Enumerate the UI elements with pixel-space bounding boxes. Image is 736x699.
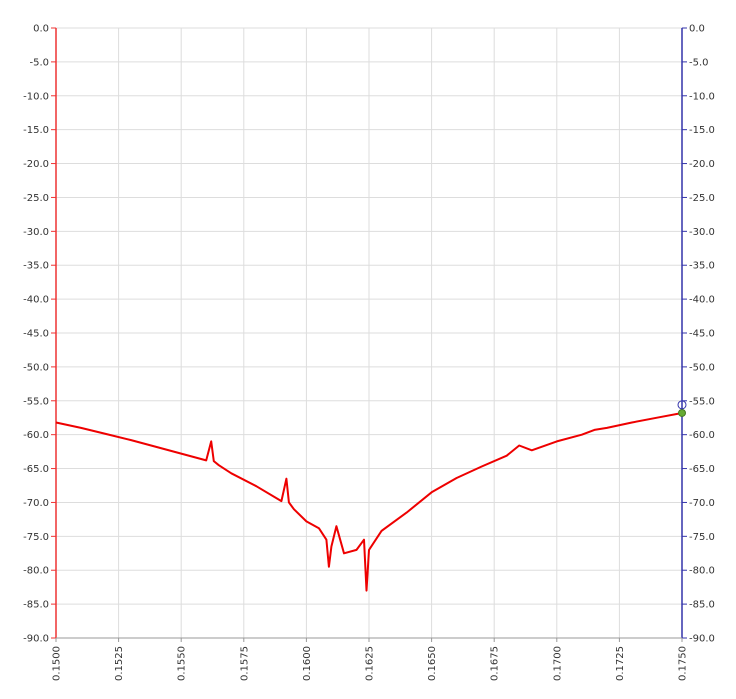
left-y-tick-label: -20.0 — [23, 159, 49, 170]
right-y-tick-label: -45.0 — [689, 329, 715, 340]
right-y-tick-label: -55.0 — [689, 396, 715, 407]
right-y-tick-label: 0.0 — [689, 24, 705, 35]
x-tick-label: 0.1700 — [552, 646, 563, 681]
left-y-tick-label: -15.0 — [23, 125, 49, 136]
x-tick-label: 0.1675 — [490, 646, 501, 681]
x-tick-label: 0.1625 — [365, 646, 376, 681]
right-y-tick-label: -30.0 — [689, 227, 715, 238]
right-y-tick-label: -5.0 — [689, 57, 709, 68]
right-y-tick-label: -85.0 — [689, 600, 715, 611]
left-y-tick-label: -60.0 — [23, 430, 49, 441]
left-y-tick-label: -90.0 — [23, 634, 49, 645]
left-y-tick-label: -70.0 — [23, 498, 49, 509]
end-marker — [678, 408, 686, 417]
right-y-tick-label: -60.0 — [689, 430, 715, 441]
left-y-tick-label: 0.0 — [33, 24, 49, 35]
left-y-tick-label: -25.0 — [23, 193, 49, 204]
right-y-tick-label: -35.0 — [689, 261, 715, 272]
right-y-tick-label: -40.0 — [689, 295, 715, 306]
left-y-tick-label: -65.0 — [23, 464, 49, 475]
left-y-tick-label: -35.0 — [23, 261, 49, 272]
right-y-tick-label: -75.0 — [689, 532, 715, 543]
left-y-tick-label: -30.0 — [23, 227, 49, 238]
x-tick-label: 0.1575 — [239, 646, 250, 681]
right-y-tick-label: -50.0 — [689, 362, 715, 373]
left-y-tick-label: -5.0 — [29, 57, 49, 68]
right-y-tick-label: -25.0 — [689, 193, 715, 204]
right-y-tick-label: -80.0 — [689, 566, 715, 577]
x-tick-label: 0.1650 — [427, 646, 438, 681]
x-tick-label: 0.1500 — [52, 646, 63, 681]
left-y-tick-label: -40.0 — [23, 295, 49, 306]
x-tick-label: 0.1750 — [678, 646, 689, 681]
right-y-tick-label: -20.0 — [689, 159, 715, 170]
right-y-tick-label: -15.0 — [689, 125, 715, 136]
right-axis-handle[interactable] — [677, 400, 687, 410]
left-y-tick-label: -50.0 — [23, 362, 49, 373]
left-y-tick-label: -85.0 — [23, 600, 49, 611]
x-tick-label: 0.1525 — [114, 646, 125, 681]
right-y-tick-label: -90.0 — [689, 634, 715, 645]
x-tick-label: 0.1725 — [615, 646, 626, 681]
right-y-tick-label: -70.0 — [689, 498, 715, 509]
left-y-tick-label: -75.0 — [23, 532, 49, 543]
right-y-tick-label: -65.0 — [689, 464, 715, 475]
left-y-tick-label: -55.0 — [23, 396, 49, 407]
left-y-tick-label: -80.0 — [23, 566, 49, 577]
left-y-tick-label: -10.0 — [23, 91, 49, 102]
right-y-tick-label: -10.0 — [689, 91, 715, 102]
left-y-tick-label: -45.0 — [23, 329, 49, 340]
x-tick-label: 0.1550 — [177, 646, 188, 681]
series-line — [55, 412, 683, 592]
x-tick-label: 0.1600 — [302, 646, 313, 681]
